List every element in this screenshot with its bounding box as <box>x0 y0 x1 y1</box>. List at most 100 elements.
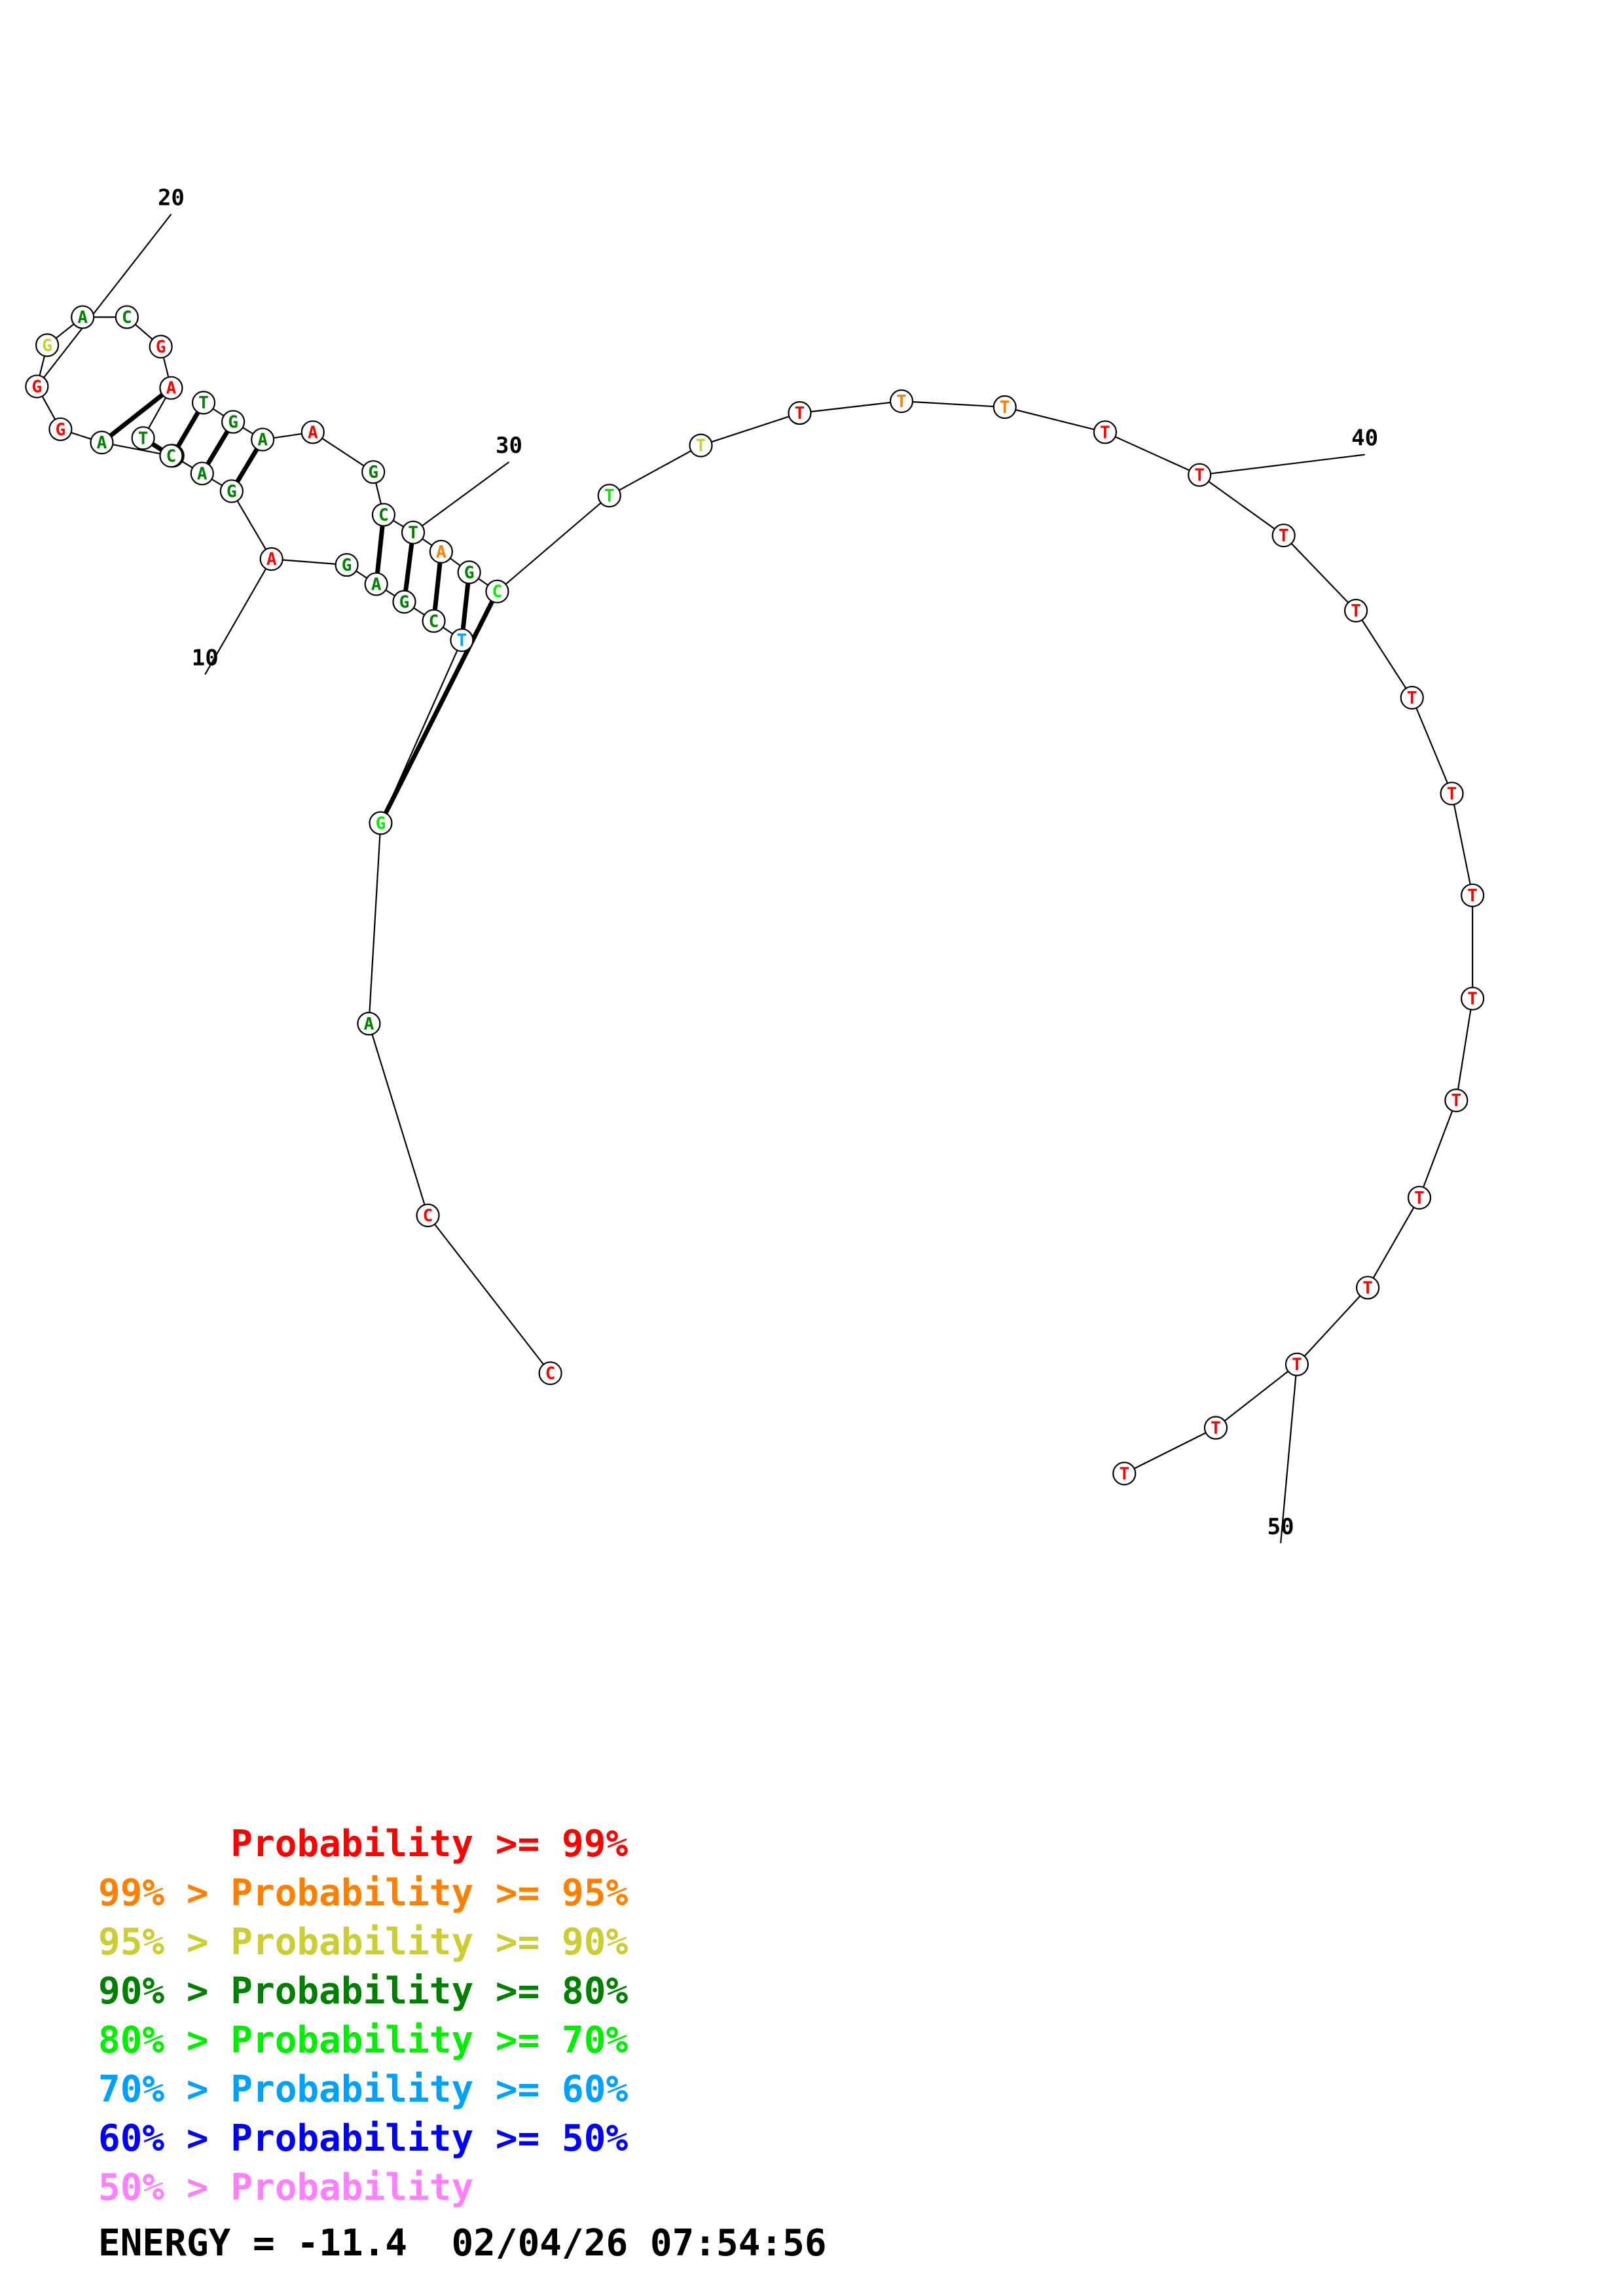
legend-threshold <box>98 1823 230 1865</box>
nucleotide: T <box>450 628 474 653</box>
nucleotide-circle <box>1400 685 1424 710</box>
legend-row: 95% > Probability >= 90% <box>98 1918 628 1967</box>
nucleotide: G <box>369 811 393 835</box>
backbone-segment <box>496 495 610 592</box>
nucleotide: T <box>689 433 713 457</box>
nucleotide-letter: G <box>399 592 410 612</box>
nucleotide-letter: G <box>464 563 475 583</box>
nucleotide-letter: T <box>1351 601 1361 621</box>
nucleotide: T <box>1461 986 1485 1011</box>
backbone-segment <box>368 1023 429 1216</box>
legend-threshold: 90% > <box>98 1970 231 2013</box>
nucleotide-circle <box>597 484 621 508</box>
nucleotide-circle <box>1440 781 1464 806</box>
backbone-segment <box>271 558 347 566</box>
nucleotide-letter: T <box>408 524 418 543</box>
nucleotide-circle <box>392 590 416 614</box>
nucleotide-circle <box>361 460 386 484</box>
nucleotide-circle <box>1271 523 1296 548</box>
legend-label: Probability >= 70% <box>230 2019 629 2062</box>
position-label-layer: 10 20 30 40 50 <box>36 185 1378 1543</box>
backbone-segment <box>1123 1427 1216 1475</box>
nucleotide-circle <box>1461 986 1485 1011</box>
backbone-segment <box>1418 1100 1457 1198</box>
nucleotide-letter: A <box>364 1014 374 1034</box>
legend-threshold: 99% > <box>98 1872 231 1914</box>
backbone-segment <box>1004 406 1106 433</box>
nucleotide-letter: T <box>795 404 805 423</box>
backbone-segment <box>609 444 702 497</box>
nucleotide-circle <box>90 430 114 455</box>
nucleotide: A <box>364 572 388 596</box>
nucleotide-circle <box>457 560 481 584</box>
position-tick <box>36 213 172 387</box>
nucleotide-letter: T <box>457 631 467 651</box>
probability-legend: Probability >= 99% 99% > Probability >= 9… <box>98 1820 628 2212</box>
nucleotide-letter: G <box>156 338 166 357</box>
legend-label: Probability >= 60% <box>230 2068 629 2111</box>
nucleotide-letter: T <box>1447 784 1457 804</box>
nucleotide-letter: T <box>1292 1355 1302 1375</box>
nucleotide-letter: T <box>1407 689 1417 708</box>
nucleotide-letter: A <box>77 308 88 328</box>
position-label: 20 <box>158 185 185 211</box>
backbone-segment <box>427 1215 551 1374</box>
nucleotide-letter: T <box>198 393 209 413</box>
legend-threshold: 50% > <box>98 2166 231 2209</box>
legend-threshold: 80% > <box>98 2019 231 2062</box>
nucleotide-circle <box>1285 1352 1309 1376</box>
nucleotide-letter: G <box>342 556 352 575</box>
nucleotide-letter: T <box>696 437 706 456</box>
nucleotide: T <box>1343 598 1368 623</box>
nucleotide: G <box>219 479 244 503</box>
position-label: 50 <box>1267 1514 1294 1540</box>
nucleotide-circle <box>1407 1185 1432 1210</box>
nucleotide-letter: A <box>197 464 208 484</box>
nucleotide-circle <box>371 503 396 527</box>
nucleotide: T <box>788 401 812 425</box>
nucleotide-letter: T <box>604 486 615 506</box>
nucleotide: G <box>335 553 359 577</box>
position-tick <box>204 558 272 675</box>
nucleotide-circle <box>450 628 474 653</box>
nucleotide: G <box>149 334 173 359</box>
nucleotide: T <box>597 484 621 508</box>
nucleotide-circle <box>191 391 216 415</box>
nucleotide-letter: A <box>97 433 107 453</box>
nucleotide-circle <box>485 579 509 603</box>
nucleotide-circle <box>422 609 446 633</box>
nucleotide: A <box>251 427 275 452</box>
nucleotide-circle <box>159 444 183 468</box>
nucleotide: T <box>1444 1088 1468 1113</box>
nucleotide: A <box>259 547 283 571</box>
backbone-segment <box>701 412 800 446</box>
nucleotide-circle <box>429 539 453 564</box>
legend-label: Probability >= 50% <box>230 2117 629 2160</box>
nucleotide: T <box>401 520 426 545</box>
nucleotide: T <box>1188 463 1212 487</box>
nucleotide-circle <box>1444 1088 1468 1113</box>
nucleotide-letter: G <box>56 420 66 440</box>
nucleotide-letter: C <box>429 612 439 632</box>
nucleotide-circle <box>25 374 49 399</box>
nucleotide-circle <box>364 572 388 596</box>
nucleotide: G <box>392 590 416 614</box>
nucleotide-circle <box>259 547 283 571</box>
nucleotide-circle <box>221 410 246 434</box>
nucleotide-circle <box>131 426 155 450</box>
nucleotide-letter: G <box>368 463 378 482</box>
nucleotide-letter: T <box>1362 1278 1373 1298</box>
nucleotide-letter: G <box>42 336 52 355</box>
backbone-segment <box>1367 1197 1420 1288</box>
nucleotide-letter: G <box>376 814 386 834</box>
backbone-segment <box>799 400 902 414</box>
legend-label: Probability >= 90% <box>230 1921 629 1964</box>
nucleotide-circle <box>889 389 914 414</box>
legend-label: Probability >= 99% <box>230 1823 629 1865</box>
position-label: 40 <box>1351 425 1378 452</box>
nucleotide: A <box>71 305 95 329</box>
position-label: 10 <box>192 645 219 671</box>
nucleotide: A <box>357 1011 381 1036</box>
nucleotide: G <box>221 410 246 434</box>
nucleotide: C <box>115 305 139 329</box>
